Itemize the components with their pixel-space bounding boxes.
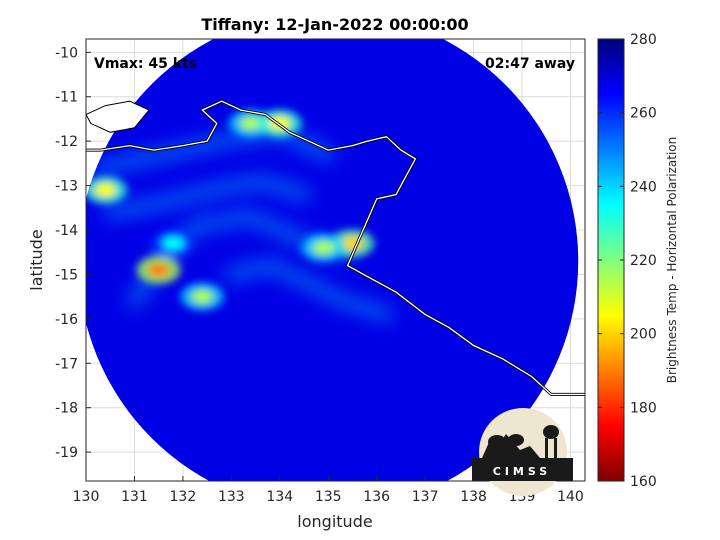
x-axis-label: longitude bbox=[297, 512, 372, 531]
x-axis-ticks: 130 131 132 133 134 135 136 137 138 139 140 bbox=[73, 476, 584, 505]
rain-band bbox=[224, 258, 394, 322]
colorbar-tick-label: 240 bbox=[630, 179, 657, 195]
x-tick-label: 138 bbox=[460, 489, 487, 505]
y-tick-label: -11 bbox=[55, 90, 78, 106]
colorbar-tick-label: 260 bbox=[630, 106, 657, 122]
convective-cell bbox=[239, 116, 262, 131]
coastline-northwest bbox=[86, 100, 150, 133]
logo-water-tower bbox=[543, 425, 559, 439]
colorbar-label: Brightness Temp - Horizontal Polarizatio… bbox=[665, 137, 679, 384]
convective-cell bbox=[162, 236, 185, 251]
x-tick-label: 135 bbox=[315, 489, 342, 505]
logo-dish-2 bbox=[508, 434, 524, 446]
coastline bbox=[86, 100, 585, 396]
x-tick-label: 130 bbox=[73, 489, 100, 505]
convective-cell bbox=[94, 183, 117, 198]
axes-box bbox=[85, 38, 586, 482]
cimss-logo: CIMSS bbox=[472, 408, 573, 496]
colorbar-tick-label: 280 bbox=[630, 32, 657, 48]
y-tick-label: -10 bbox=[55, 45, 78, 61]
colorbar-tick-label: 220 bbox=[630, 253, 657, 269]
y-axis-ticks: -10 -11 -12 -13 -14 -15 -16 -17 -18 -19 bbox=[55, 45, 91, 461]
logo-buildings bbox=[482, 434, 540, 458]
x-tick-label: 136 bbox=[363, 489, 390, 505]
convective-cell bbox=[312, 240, 335, 255]
x-tick-label: 137 bbox=[412, 489, 439, 505]
y-tick-label: -14 bbox=[55, 223, 78, 239]
y-tick-label: -19 bbox=[55, 445, 78, 461]
vmax-annotation: Vmax: 45 kts bbox=[94, 56, 197, 72]
convective-cell bbox=[191, 289, 214, 304]
y-tick-label: -13 bbox=[55, 179, 78, 195]
y-tick-label: -15 bbox=[55, 267, 78, 283]
colorbar-tick-label: 200 bbox=[630, 327, 657, 343]
logo-banner bbox=[472, 458, 573, 481]
colorbar-ticks: 160 180 200 220 240 260 280 bbox=[598, 32, 657, 490]
chart-title: Tiffany: 12-Jan-2022 00:00:00 bbox=[201, 15, 468, 34]
swath-layer bbox=[86, 39, 585, 481]
x-tick-label: 133 bbox=[218, 489, 245, 505]
colorbar bbox=[597, 38, 625, 482]
logo-tower-leg bbox=[545, 438, 548, 460]
convective-cell bbox=[147, 262, 170, 277]
y-tick-label: -16 bbox=[55, 312, 78, 328]
x-tick-label: 132 bbox=[170, 489, 197, 505]
colorbar-tick-label: 160 bbox=[630, 474, 657, 490]
x-tick-label: 134 bbox=[266, 489, 293, 505]
logo-text: CIMSS bbox=[493, 465, 551, 478]
y-tick-label: -12 bbox=[55, 134, 78, 150]
x-tick-label: 140 bbox=[557, 489, 584, 505]
x-tick-label: 131 bbox=[121, 489, 148, 505]
y-axis-label: latitude bbox=[27, 229, 46, 290]
rain-band bbox=[93, 125, 336, 175]
y-tick-label: -18 bbox=[55, 401, 78, 417]
logo-dish-1 bbox=[488, 435, 506, 449]
rain-band bbox=[103, 174, 311, 220]
colorbar-tick-label: 180 bbox=[630, 400, 657, 416]
y-tick-label: -17 bbox=[55, 356, 78, 372]
time-offset-annotation: 02:47 away bbox=[485, 56, 575, 72]
